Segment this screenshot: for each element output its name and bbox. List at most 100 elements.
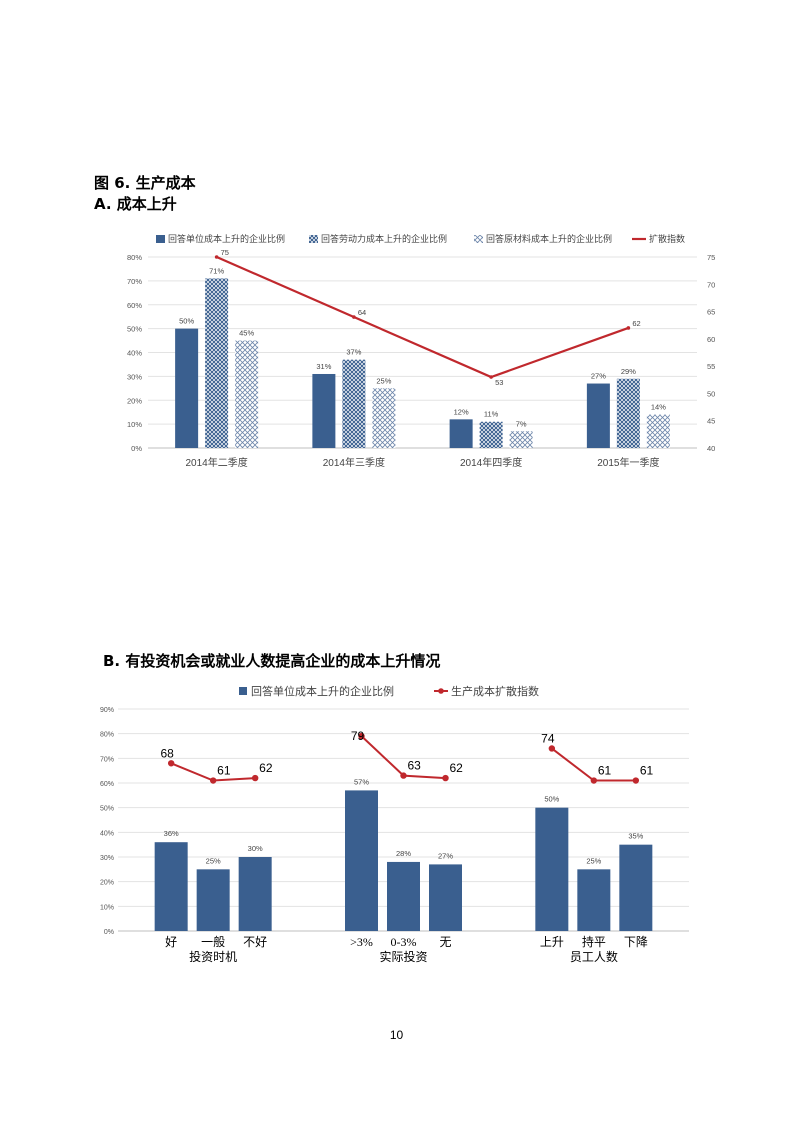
chart-a-bar-label: 37% [346, 348, 361, 357]
chart-a-bar-label: 45% [239, 329, 254, 338]
chart-a-ytick-label: 40% [127, 349, 142, 358]
chart-b-line-point [251, 774, 259, 782]
chart-b-bar-label: 36% [164, 829, 179, 838]
chart-b-line-point [358, 732, 365, 740]
chart-b-bar [577, 869, 611, 931]
chart-b-ytick-label: 70% [100, 756, 114, 763]
chart-b-category-label: 无 [439, 935, 451, 949]
chart-b-ytick-label: 80% [100, 732, 114, 739]
chart-b-category-label: 上升 [540, 935, 564, 949]
chart-a-y2tick-label: 50 [707, 389, 715, 398]
chart-a-legend-label: 扩散指数 [649, 233, 685, 244]
chart-b-line-label: 68 [160, 746, 174, 760]
chart-a-ytick-label: 80% [127, 253, 142, 262]
chart-a-y2tick-label: 55 [707, 362, 715, 371]
chart-b-ytick-label: 60% [100, 781, 114, 788]
chart-a-subtitle: A. 成本上升 [94, 195, 177, 213]
chart-b-diffusion-line [551, 747, 636, 782]
chart-a-line-point [489, 375, 493, 379]
chart-a-y2tick-label: 45 [707, 417, 715, 426]
chart-b-line-label: 63 [408, 759, 422, 773]
chart-a-category-label: 2014年三季度 [323, 456, 385, 469]
chart-b-line-point [209, 777, 217, 784]
chart-b-category-label: 持平 [582, 934, 606, 949]
chart-b-bar [154, 842, 188, 931]
chart-a-bar [235, 340, 259, 448]
chart-a-category-label: 2014年四季度 [460, 456, 522, 469]
chart-b-line-label: 79 [351, 729, 365, 743]
chart-a-y2tick-label: 75 [707, 253, 715, 262]
chart-b-bar [345, 790, 378, 931]
chart-a-bar-label: 7% [516, 419, 527, 428]
chart-b-category-label: 0-3% [391, 935, 417, 949]
figure-title: 图 6. 生产成本 [94, 174, 196, 192]
chart-a-ytick-label: 60% [127, 301, 142, 310]
chart-b-bar-label: 35% [628, 832, 643, 841]
chart-b-bar [196, 869, 230, 931]
chart-a-bar-label: 14% [651, 403, 666, 412]
chart-a-diffusion-line [216, 255, 629, 379]
chart-a-bar [175, 328, 199, 448]
chart-b-diffusion-line [360, 735, 446, 780]
chart-a-legend-label: 回答单位成本上升的企业比例 [168, 233, 285, 244]
chart-a-y2tick-label: 40 [707, 444, 715, 453]
chart-a-line-label: 75 [221, 248, 229, 257]
chart-b-line-label: 61 [217, 764, 231, 778]
chart-b-ytick-label: 50% [100, 806, 114, 813]
chart-a-category-label: 2014年二季度 [186, 456, 248, 469]
chart-b-bar-label: 25% [206, 856, 221, 865]
chart-b-bar [429, 864, 462, 931]
chart-b-category-label: 一般 [201, 934, 225, 949]
chart-b-bar [238, 857, 272, 931]
chart-a-category-label: 2015年一季度 [597, 456, 659, 469]
chart-b-line-point [632, 777, 640, 784]
chart-b-category-label: 好 [165, 935, 177, 949]
chart-b-ytick-label: 0% [104, 929, 114, 936]
chart-a-bar-label: 25% [376, 376, 391, 385]
chart-b-legend-label: 回答单位成本上升的企业比例 [251, 684, 394, 698]
chart-b-bar-label: 57% [354, 777, 369, 786]
chart-a-ytick-label: 70% [127, 277, 142, 286]
chart-a-bar-label: 12% [454, 407, 469, 416]
chart-b-legend-label: 生产成本扩散指数 [451, 684, 539, 698]
chart-b-bar-label: 25% [586, 856, 601, 865]
chart-b-line-label: 74 [541, 731, 555, 745]
chart-a-bar [586, 383, 610, 448]
chart-b-legend-swatch [239, 687, 247, 695]
chart-a-bar [342, 359, 366, 448]
chart-a-bar [312, 373, 336, 448]
chart-a-bar [616, 378, 640, 448]
chart-b-line-label: 62 [259, 761, 273, 775]
chart-a-line-point [626, 326, 631, 330]
chart-b-line-point [167, 760, 175, 767]
chart-a-legend-label: 回答原材料成本上升的企业比例 [486, 233, 612, 244]
chart-a-bar [479, 421, 503, 448]
chart-b-line-label: 61 [640, 764, 654, 778]
chart-b-line-point [548, 745, 556, 752]
page-number: 10 [389, 1028, 404, 1042]
chart-a-y2tick-label: 65 [707, 308, 715, 317]
chart-a-legend-swatch [309, 235, 318, 243]
chart-a-legend-swatch [156, 235, 165, 243]
chart-b-ytick-label: 20% [100, 880, 114, 887]
chart-a-line-label: 53 [495, 378, 503, 387]
chart-a-ytick-label: 20% [127, 396, 142, 405]
chart-a-y2tick-label: 70 [707, 280, 715, 289]
chart-b-group-label: 投资时机 [189, 949, 237, 964]
chart-a-bar [646, 414, 670, 448]
chart-a-bar-label: 29% [621, 367, 636, 376]
chart-b-bar-label: 30% [248, 844, 263, 853]
chart-b-line-label: 62 [450, 761, 464, 775]
chart-a-bar-label: 71% [209, 266, 224, 275]
chart-b-line-point [442, 774, 449, 782]
chart-a-legend-label: 回答劳动力成本上升的企业比例 [321, 233, 447, 244]
chart-a-bar-label: 50% [179, 317, 194, 326]
chart-a-bar [205, 278, 229, 448]
chart-b-ytick-label: 40% [100, 830, 114, 837]
chart-b-subtitle: B. 有投资机会或就业人数提高企业的成本上升情况 [103, 652, 441, 670]
chart-b-ytick-label: 30% [100, 855, 114, 862]
chart-b-line-label: 61 [598, 764, 612, 778]
chart-a-bar-label: 11% [484, 410, 499, 419]
chart-b-bar [387, 861, 420, 931]
